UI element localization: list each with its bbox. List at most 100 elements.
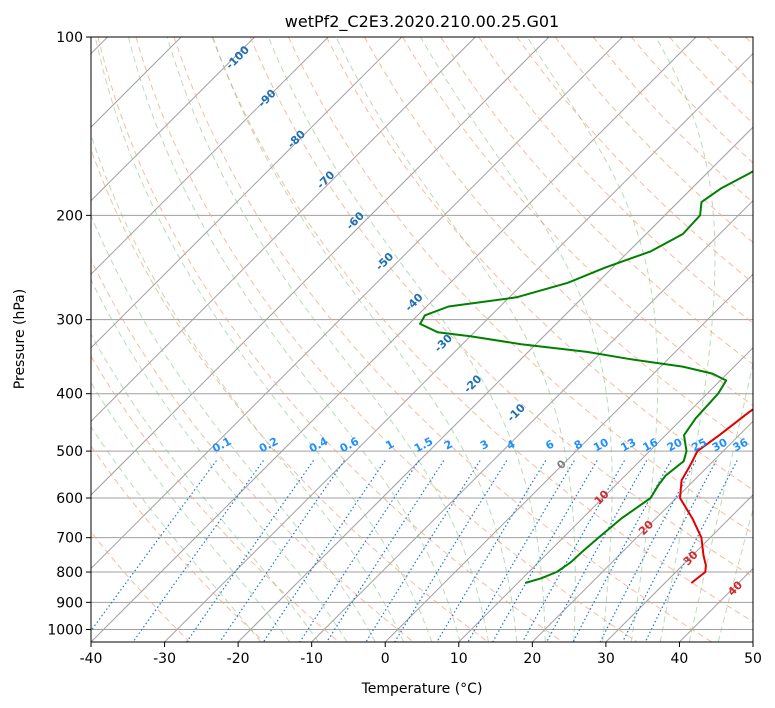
x-tick-label: 0 bbox=[381, 651, 390, 667]
x-tick-label: 30 bbox=[597, 651, 615, 667]
mixing-ratio-label: 1.5 bbox=[412, 435, 435, 456]
mixing-ratio-line bbox=[467, 460, 575, 642]
isotherm-label: 10 bbox=[592, 487, 612, 507]
x-tick-label: 20 bbox=[523, 651, 541, 667]
y-tick-label: 400 bbox=[56, 387, 83, 403]
temperature-profile bbox=[679, 408, 753, 584]
mixing-ratio-line bbox=[219, 460, 345, 642]
dry-adiabat bbox=[91, 531, 191, 642]
x-tick-label: -40 bbox=[80, 651, 103, 667]
mixing-ratio-label: 6 bbox=[543, 437, 556, 452]
mixing-ratio-label: 16 bbox=[641, 435, 661, 454]
x-tick-label: -30 bbox=[153, 651, 176, 667]
y-tick-label: 300 bbox=[56, 313, 83, 329]
mixing-ratio-line bbox=[91, 460, 217, 632]
y-axis-label: Pressure (hPa) bbox=[12, 289, 28, 389]
x-tick-label: 10 bbox=[450, 651, 468, 667]
isotherm-line bbox=[91, 37, 550, 496]
mixing-ratio-label: 4 bbox=[505, 437, 518, 452]
x-tick-label: -10 bbox=[300, 651, 323, 667]
moist-adiabat bbox=[166, 37, 489, 642]
y-tick-label: 1000 bbox=[47, 622, 83, 638]
mixing-ratio-line bbox=[436, 460, 547, 642]
x-axis-label: Temperature (°C) bbox=[361, 681, 483, 697]
mixing-ratio-line bbox=[365, 460, 481, 642]
mixing-ratio-line bbox=[186, 460, 314, 642]
x-tick-label: 40 bbox=[671, 651, 689, 667]
isotherm-label: -10 bbox=[505, 401, 528, 424]
moist-adiabat bbox=[91, 133, 405, 642]
dry-adiabat bbox=[91, 258, 414, 642]
axis-ticks: -40 -30 -20 -10 0 10 20 30 40 5010020030040050060… bbox=[47, 30, 762, 667]
x-tick-label: 50 bbox=[744, 651, 762, 667]
isotherm-label: 30 bbox=[681, 548, 701, 568]
dry-adiabat bbox=[135, 37, 638, 642]
mixing-ratio-label: 2 bbox=[442, 437, 455, 452]
isotherm-label: -100 bbox=[223, 43, 252, 72]
dry-adiabat bbox=[91, 445, 265, 642]
mixing-ratio-label: 10 bbox=[591, 436, 611, 455]
chart-title: wetPf2_C2E3.2020.210.00.25.G01 bbox=[285, 12, 559, 32]
isotherm-line bbox=[384, 273, 753, 642]
dry-adiabat bbox=[91, 355, 340, 642]
isotherm-label: -50 bbox=[373, 250, 396, 273]
mixing-ratio-label: 0.6 bbox=[338, 435, 362, 456]
isotherm-line bbox=[458, 347, 753, 642]
mixing-ratio-label: 25 bbox=[689, 436, 709, 455]
isotherm-line bbox=[237, 126, 753, 642]
dry-adiabat bbox=[669, 37, 753, 125]
y-tick-label: 200 bbox=[56, 208, 83, 224]
y-tick-label: 800 bbox=[56, 565, 83, 581]
mixing-ratio-label: 1 bbox=[383, 437, 396, 452]
moist-adiabat bbox=[91, 278, 348, 642]
isotherm-line bbox=[91, 37, 256, 202]
y-tick-label: 600 bbox=[56, 491, 83, 507]
isotherm-label: 0 bbox=[554, 457, 569, 472]
y-tick-label: 900 bbox=[56, 595, 83, 611]
dry-adiabat bbox=[402, 37, 753, 407]
isotherm-label: -70 bbox=[314, 168, 337, 191]
moist-adiabat bbox=[420, 37, 613, 642]
moist-adiabat bbox=[128, 37, 461, 642]
mixing-ratio-label: 30 bbox=[710, 436, 730, 455]
mixing-ratio-line bbox=[492, 460, 598, 642]
moist-adiabat bbox=[91, 333, 319, 642]
dry-adiabat bbox=[478, 37, 753, 324]
isotherm-line bbox=[91, 37, 403, 349]
moist-adiabat bbox=[267, 37, 546, 642]
dewpoint-profile bbox=[419, 170, 753, 584]
mixing-ratio-label: 13 bbox=[619, 436, 639, 455]
isotherm-line bbox=[91, 37, 329, 275]
dry-adiabat bbox=[554, 37, 753, 244]
isotherm-label: -20 bbox=[461, 372, 484, 395]
moist-adiabat bbox=[94, 37, 433, 642]
isotherm-line bbox=[91, 37, 697, 642]
isotherm-label: -60 bbox=[344, 209, 367, 232]
moist-adiabat bbox=[212, 37, 518, 642]
dry-adiabat bbox=[97, 37, 563, 642]
mixing-ratio-label: 0.4 bbox=[307, 435, 331, 456]
moist-adiabat bbox=[91, 381, 291, 642]
mixing-ratio-line bbox=[394, 460, 508, 642]
mixing-ratio-line bbox=[132, 460, 264, 642]
moist-adiabat bbox=[526, 37, 659, 642]
isotherm-line bbox=[311, 199, 753, 642]
moist-adiabat bbox=[335, 37, 576, 642]
mixing-ratio-label: 0.1 bbox=[210, 435, 233, 456]
series-layer bbox=[419, 170, 753, 584]
moist-adiabat bbox=[688, 360, 753, 642]
dry-adiabat bbox=[440, 37, 753, 365]
mixing-ratio-line bbox=[572, 460, 672, 642]
x-tick-label: -20 bbox=[227, 651, 250, 667]
dry-adiabat bbox=[287, 37, 753, 534]
isotherm-line bbox=[531, 420, 753, 642]
y-tick-label: 100 bbox=[56, 30, 83, 46]
y-tick-label: 500 bbox=[56, 444, 83, 460]
isotherm-label: 40 bbox=[725, 578, 745, 598]
dry-adiabat bbox=[91, 148, 489, 642]
moist-adiabat bbox=[717, 507, 753, 642]
mixing-ratio-label: 3 bbox=[478, 437, 491, 452]
background-lines bbox=[91, 37, 753, 642]
plot-frame bbox=[90, 36, 754, 643]
